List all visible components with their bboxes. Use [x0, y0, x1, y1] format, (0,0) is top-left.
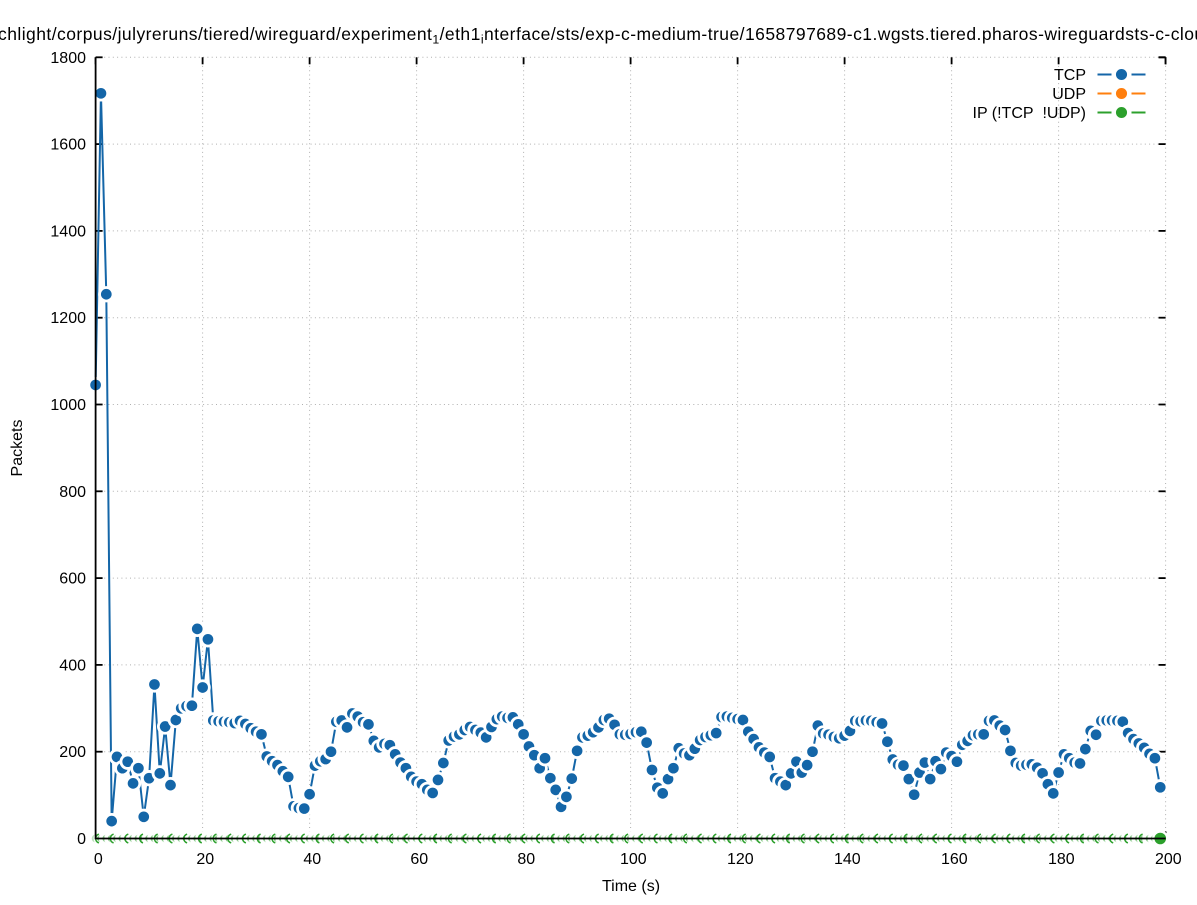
- svg-text:180: 180: [1048, 851, 1075, 868]
- svg-text:0: 0: [77, 831, 86, 848]
- svg-text:200: 200: [1155, 851, 1182, 868]
- svg-text:60: 60: [410, 851, 428, 868]
- svg-text:800: 800: [59, 484, 86, 501]
- svg-text:160: 160: [941, 851, 968, 868]
- svg-text:100: 100: [620, 851, 647, 868]
- svg-text:Time (s): Time (s): [602, 878, 660, 895]
- svg-text:1600: 1600: [50, 137, 86, 154]
- svg-text:1800: 1800: [50, 50, 86, 67]
- svg-text:chlight/corpus/julyreruns/tier: chlight/corpus/julyreruns/tiered/wiregua…: [0, 24, 1197, 47]
- svg-text:600: 600: [59, 571, 86, 588]
- svg-text:1400: 1400: [50, 223, 86, 240]
- svg-text:200: 200: [59, 744, 86, 761]
- svg-text:1000: 1000: [50, 397, 86, 414]
- svg-text:140: 140: [834, 851, 861, 868]
- svg-text:80: 80: [517, 851, 535, 868]
- svg-text:IP (!TCP !UDP): IP (!TCP !UDP): [973, 105, 1087, 122]
- svg-text:UDP: UDP: [1052, 86, 1086, 103]
- svg-text:TCP: TCP: [1054, 67, 1086, 84]
- svg-text:20: 20: [196, 851, 214, 868]
- svg-text:120: 120: [727, 851, 754, 868]
- svg-text:400: 400: [59, 657, 86, 674]
- svg-text:0: 0: [94, 851, 103, 868]
- svg-text:40: 40: [303, 851, 321, 868]
- svg-text:Packets: Packets: [9, 420, 26, 477]
- svg-text:1200: 1200: [50, 310, 86, 327]
